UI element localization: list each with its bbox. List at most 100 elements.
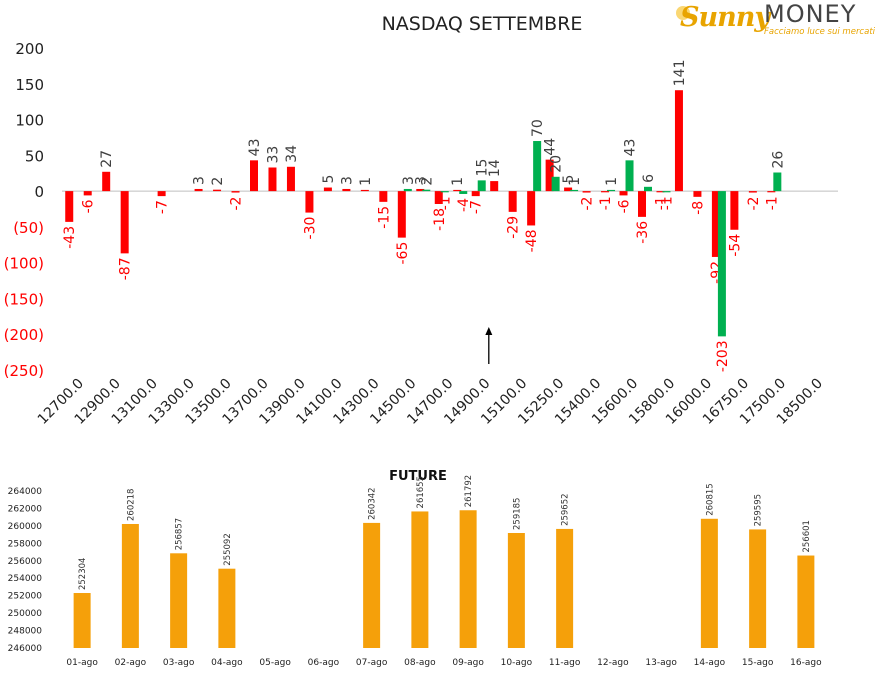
bar: [411, 511, 429, 648]
bar: [773, 172, 782, 192]
y-tick-label: 100: [15, 112, 44, 130]
bar: [434, 191, 443, 204]
data-label: 44: [543, 138, 559, 156]
y-tick-label: (50): [13, 219, 44, 237]
data-label: -7: [469, 200, 485, 214]
bar: [797, 555, 815, 648]
bar: [644, 186, 652, 192]
bar: [65, 191, 74, 222]
y-tick-label: 254000: [8, 574, 43, 584]
bar: [545, 159, 554, 192]
bar: [556, 528, 574, 648]
data-label: 26: [770, 151, 786, 169]
bar: [213, 189, 222, 192]
y-tick-label: 262000: [8, 504, 43, 514]
bar: [323, 187, 332, 192]
data-label: 2: [210, 177, 226, 186]
bar: [700, 518, 718, 648]
y-tick-label: (100): [4, 255, 44, 273]
x-tick-label: 11-ago: [549, 658, 581, 668]
bar: [102, 171, 111, 192]
data-label: 259595: [754, 494, 764, 526]
bar: [231, 191, 240, 193]
data-label: -30: [302, 217, 318, 240]
data-label: -2: [229, 197, 245, 211]
bar: [194, 188, 203, 192]
y-tick-label: (150): [4, 290, 44, 308]
bar: [157, 191, 166, 197]
y-tick-label: 260000: [8, 522, 43, 532]
data-label: 1: [567, 177, 583, 186]
sun-icon: [676, 6, 690, 20]
logo-brand-a: Sunny: [680, 2, 770, 33]
data-label: -1: [659, 196, 675, 210]
data-label: -87: [118, 257, 134, 280]
bar: [73, 593, 91, 648]
y-tick-label: 248000: [8, 627, 43, 637]
data-label: 43: [247, 139, 263, 157]
bar: [564, 187, 573, 192]
bar: [305, 191, 314, 213]
data-label: 3: [192, 176, 208, 185]
data-label: -43: [62, 226, 78, 249]
data-label: 260342: [368, 487, 378, 519]
data-label: -36: [635, 221, 651, 244]
data-label: -18: [432, 208, 448, 231]
bar: [121, 523, 139, 648]
bar: [748, 191, 757, 193]
logo-brand-b: MONEY: [764, 0, 857, 28]
bar: [607, 189, 616, 192]
data-label: -7: [155, 200, 171, 214]
bar: [477, 180, 486, 192]
bar: [508, 191, 517, 212]
x-tick-label: 16-ago: [790, 658, 822, 668]
data-label: 27: [99, 150, 115, 168]
data-label: 261655: [416, 476, 426, 508]
bar: [767, 191, 776, 193]
bar: [286, 166, 295, 192]
data-label: 252304: [78, 558, 88, 590]
data-label: -203: [715, 340, 731, 372]
data-label: 34: [284, 145, 300, 163]
bar: [397, 191, 406, 238]
data-label: -2: [580, 197, 596, 211]
nasdaq-chart: NASDAQ SETTEMBRE 200 150 100 50 0 (50) (100) (15…: [4, 13, 838, 428]
data-label: 256601: [802, 520, 812, 552]
bar: [507, 532, 525, 648]
y-tick-label: 50: [25, 147, 44, 165]
logo-tagline: Facciamo luce sui mercati: [764, 27, 876, 37]
y-tick-label: 264000: [8, 487, 43, 497]
data-label: -6: [81, 199, 97, 213]
sunny-money-logo: Sunny MONEY Facciamo luce sui mercati: [676, 0, 880, 40]
x-tick-label: 10-ago: [501, 658, 533, 668]
bar: [268, 167, 277, 192]
data-label: -4: [456, 198, 472, 212]
bar: [379, 191, 388, 202]
bar: [83, 191, 92, 196]
data-label: 5: [561, 175, 577, 184]
data-label: 3: [401, 176, 417, 185]
data-label: -54: [727, 234, 743, 257]
bar: [638, 191, 646, 217]
y-tick-label: 200: [15, 40, 44, 58]
x-tick-label: 04-ago: [211, 658, 243, 668]
data-label: 260218: [126, 489, 136, 521]
y-tick-label: 150: [15, 76, 44, 94]
bar: [170, 553, 188, 648]
x-tick-label: 06-ago: [308, 658, 340, 668]
data-label: -6: [617, 199, 633, 213]
bar: [693, 191, 702, 197]
data-label: 1: [604, 177, 620, 186]
x-tick-label: 12-ago: [597, 658, 629, 668]
data-label: -1: [598, 196, 614, 210]
data-label: 43: [623, 139, 639, 157]
data-label: 260815: [705, 483, 715, 515]
bar: [582, 191, 591, 193]
data-label: 14: [487, 159, 503, 177]
bar: [218, 568, 236, 648]
y-tick-label: 250000: [8, 609, 43, 619]
data-label: 70: [530, 119, 546, 137]
data-label: -2: [746, 197, 762, 211]
data-label: -29: [506, 216, 522, 239]
future-chart: FUTURE 246000 248000 250000 252000 254000 2560…: [8, 469, 822, 668]
